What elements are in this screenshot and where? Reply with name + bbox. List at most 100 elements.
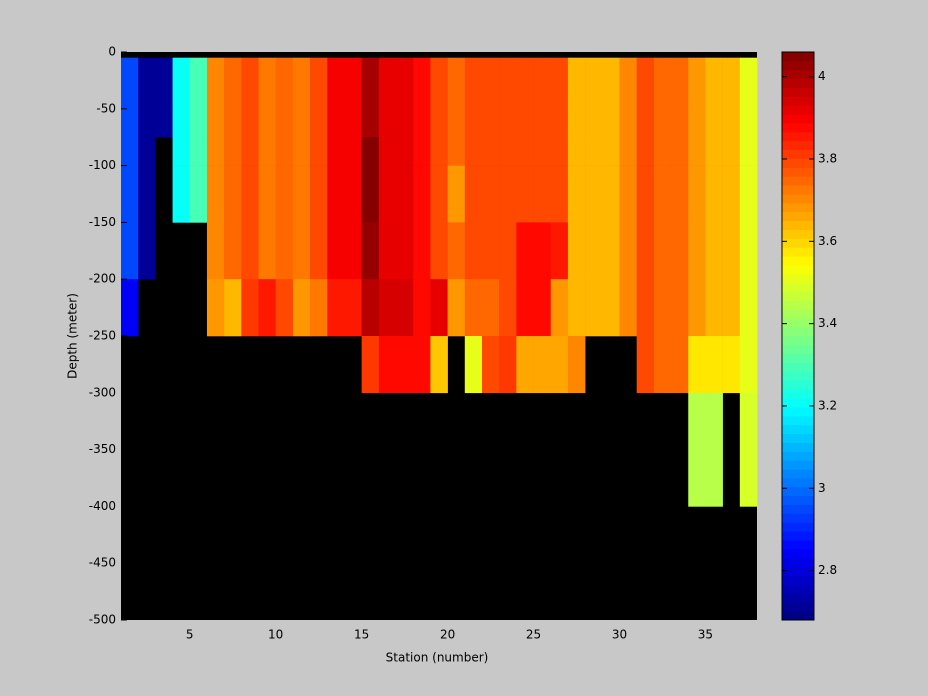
heatmap-cell bbox=[292, 165, 311, 223]
heatmap-cell bbox=[739, 222, 758, 280]
heatmap-cell bbox=[722, 165, 741, 223]
heatmap-cell bbox=[275, 108, 294, 138]
heatmap-cell bbox=[447, 165, 466, 223]
heatmap-cell bbox=[550, 57, 569, 110]
heatmap-cell bbox=[241, 222, 259, 280]
colorbar-swatch bbox=[782, 273, 814, 284]
heatmap-cell bbox=[310, 165, 328, 223]
colorbar-swatch bbox=[782, 69, 814, 80]
colorbar-swatch bbox=[782, 549, 814, 559]
heatmap-cell bbox=[602, 222, 620, 280]
colorbar-swatch bbox=[782, 602, 814, 612]
heatmap-cell bbox=[258, 57, 277, 110]
heatmap-cell bbox=[602, 279, 620, 337]
heatmap-cell bbox=[361, 57, 380, 110]
heatmap-cell bbox=[258, 279, 277, 337]
heatmap-cell bbox=[688, 108, 706, 138]
heatmap-cell bbox=[172, 108, 191, 138]
colorbar-swatch bbox=[782, 318, 814, 328]
colorbar-swatch bbox=[782, 238, 814, 248]
heatmap-cell bbox=[275, 165, 294, 223]
heatmap-cell bbox=[241, 57, 259, 110]
x-tick-label: 5 bbox=[186, 628, 194, 642]
heatmap-cell bbox=[344, 165, 362, 223]
heatmap-cell bbox=[516, 137, 534, 166]
colorbar-swatch bbox=[782, 158, 814, 168]
heatmap-cell bbox=[206, 137, 225, 166]
heatmap-cell bbox=[361, 165, 380, 223]
y-tick-label: -50 bbox=[96, 101, 116, 115]
heatmap-cell bbox=[310, 57, 328, 110]
heatmap-cell bbox=[464, 165, 483, 223]
heatmap-cell bbox=[739, 392, 758, 507]
heatmap-cell bbox=[430, 137, 448, 166]
heatmap-cell bbox=[722, 279, 741, 337]
colorbar-swatch bbox=[782, 52, 814, 62]
heatmap-cell bbox=[653, 165, 672, 223]
colorbar-swatch bbox=[782, 584, 814, 594]
heatmap-cell bbox=[206, 108, 225, 138]
heatmap-cell bbox=[585, 137, 603, 166]
heatmap-cell bbox=[327, 57, 345, 110]
heatmap-cell bbox=[430, 165, 448, 223]
heatmap-cell bbox=[447, 57, 466, 110]
heatmap-cell bbox=[499, 165, 517, 223]
heatmap-cell bbox=[636, 279, 655, 337]
colorbar-swatch bbox=[782, 167, 814, 177]
heatmap-cell bbox=[602, 108, 620, 138]
heatmap-cell bbox=[739, 137, 758, 166]
heatmap-cell bbox=[172, 57, 191, 110]
colorbar-swatch bbox=[782, 593, 814, 603]
colorbar-swatch bbox=[782, 256, 814, 266]
heatmap-cell bbox=[413, 137, 431, 166]
colorbar-swatch bbox=[782, 87, 814, 97]
heatmap-cell bbox=[189, 108, 208, 138]
y-tick-label: 0 bbox=[108, 45, 116, 59]
heatmap-cell bbox=[292, 222, 311, 280]
heatmap-cell bbox=[671, 57, 689, 110]
colorbar-swatch bbox=[782, 478, 814, 488]
y-tick-label: -300 bbox=[89, 385, 116, 399]
heatmap-cell bbox=[464, 108, 483, 138]
heatmap-cell bbox=[258, 137, 277, 166]
heatmap-cell bbox=[241, 108, 259, 138]
heatmap-cell bbox=[121, 137, 139, 166]
colorbar-swatch bbox=[782, 522, 814, 532]
heatmap-cell bbox=[344, 57, 362, 110]
heatmap-cell bbox=[430, 279, 448, 337]
heatmap-cell bbox=[310, 108, 328, 138]
heatmap-cell bbox=[447, 222, 466, 280]
heatmap-cell bbox=[516, 165, 534, 223]
heatmap-cell bbox=[224, 137, 242, 166]
colorbar-tick-label: 3.8 bbox=[818, 152, 837, 166]
heatmap-cell bbox=[585, 57, 603, 110]
colorbar-swatch bbox=[782, 282, 814, 293]
colorbar-swatch bbox=[782, 504, 814, 514]
colorbar-swatch bbox=[782, 194, 814, 204]
heatmap-cell bbox=[739, 279, 758, 337]
heatmap-cell bbox=[241, 137, 259, 166]
colorbar-swatch bbox=[782, 398, 814, 408]
heatmap-cell bbox=[688, 165, 706, 223]
heatmap-cell bbox=[155, 57, 173, 110]
heatmap-cell bbox=[361, 137, 380, 166]
heatmap-cell bbox=[705, 165, 723, 223]
heatmap-cell bbox=[344, 279, 362, 337]
heatmap-cell bbox=[705, 392, 723, 507]
heatmap-cell bbox=[413, 165, 431, 223]
heatmap-cell bbox=[567, 279, 586, 337]
heatmap-cell bbox=[722, 137, 741, 166]
colorbar-swatch bbox=[782, 229, 814, 239]
colorbar-swatch bbox=[782, 407, 814, 417]
x-tick-label: 30 bbox=[612, 628, 627, 642]
heatmap-cell bbox=[189, 137, 208, 166]
heatmap-cell bbox=[619, 108, 637, 138]
heatmap-cell bbox=[430, 57, 448, 110]
heatmap-cell bbox=[292, 279, 311, 337]
colorbar-swatch bbox=[782, 211, 814, 222]
heatmap-cell bbox=[172, 165, 191, 223]
heatmap-cell bbox=[121, 222, 139, 280]
heatmap-cell bbox=[705, 57, 723, 110]
